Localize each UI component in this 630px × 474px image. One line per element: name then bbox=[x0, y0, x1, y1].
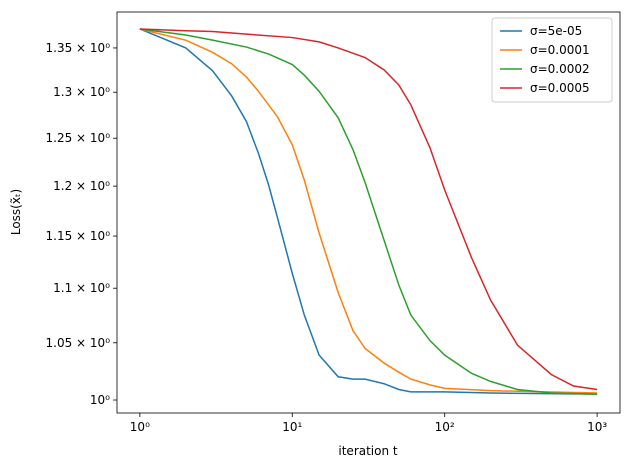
x-tick-label: 10⁰ bbox=[130, 420, 150, 434]
y-tick-label: 1.35 × 10⁰ bbox=[46, 41, 111, 55]
y-tick-label: 10⁰ bbox=[90, 393, 110, 407]
legend-label: σ=0.0002 bbox=[530, 62, 590, 76]
x-tick-label: 10¹ bbox=[282, 420, 302, 434]
series-line bbox=[139, 28, 598, 395]
legend-label: σ=0.0005 bbox=[530, 81, 590, 95]
y-tick-label: 1.25 × 10⁰ bbox=[46, 131, 111, 145]
y-tick-label: 1.3 × 10⁰ bbox=[53, 85, 110, 99]
y-tick-label: 1.15 × 10⁰ bbox=[46, 229, 111, 243]
y-tick-label: 1.1 × 10⁰ bbox=[53, 281, 110, 295]
legend-label: σ=5e-05 bbox=[530, 24, 582, 38]
legend-label: σ=0.0001 bbox=[530, 43, 590, 57]
series-line bbox=[139, 28, 598, 394]
x-tick-label: 10³ bbox=[587, 420, 607, 434]
plot-frame bbox=[116, 11, 621, 414]
x-axis-label: iteration t bbox=[338, 444, 398, 458]
y-tick-label: 1.2 × 10⁰ bbox=[53, 179, 110, 193]
x-tick-label: 10² bbox=[435, 420, 455, 434]
series-line bbox=[139, 28, 598, 395]
y-tick-label: 1.05 × 10⁰ bbox=[46, 336, 111, 350]
series-line bbox=[139, 28, 598, 391]
legend-box bbox=[491, 17, 613, 103]
y-axis-label: Loss(x̃ₜ) bbox=[9, 189, 23, 235]
